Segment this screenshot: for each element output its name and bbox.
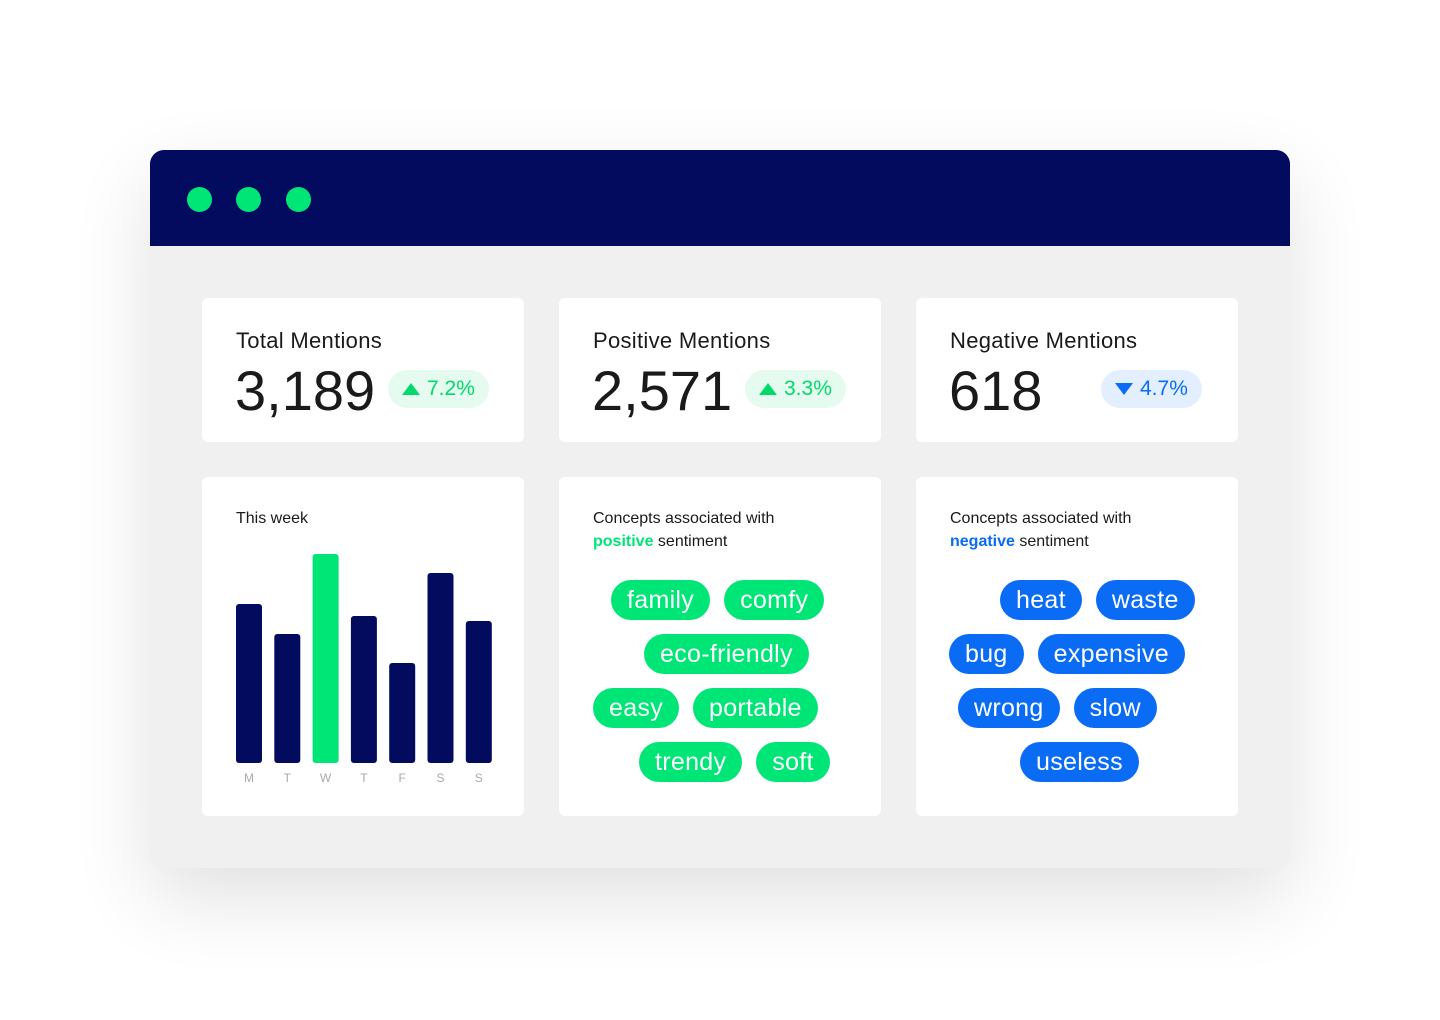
concept-row: heat waste <box>1000 580 1195 620</box>
concept-tag[interactable]: family <box>611 580 711 620</box>
positive-concepts-card: Concepts associated with positive sentime… <box>559 477 881 816</box>
change-badge: 7.2% <box>388 370 489 408</box>
title-prefix: Concepts associated with <box>593 510 775 527</box>
concept-tag[interactable]: eco-friendly <box>644 634 809 674</box>
window-dot-icon[interactable] <box>286 187 311 212</box>
positive-mentions-card: Positive Mentions 2,571 3.3% <box>559 298 881 442</box>
bar-6 <box>465 621 492 763</box>
arrow-up-icon <box>402 383 420 395</box>
stat-label: Total Mentions <box>236 328 383 353</box>
stat-value: 2,571 <box>592 359 733 422</box>
concept-tag[interactable]: trendy <box>639 742 743 782</box>
x-tick-label: S <box>436 771 444 785</box>
concept-row: easy portable <box>593 688 818 728</box>
total-mentions-card: Total Mentions 3,189 7.2% <box>202 298 524 442</box>
weekly-chart-card: This week M T W T F S S <box>202 477 524 816</box>
bar-5 <box>427 573 454 763</box>
window-dot-icon[interactable] <box>187 187 212 212</box>
x-tick-label: F <box>399 771 406 785</box>
concept-tag[interactable]: wrong <box>958 688 1060 728</box>
card-title: Concepts associated with negative sentime… <box>950 507 1131 553</box>
change-badge: 3.3% <box>745 370 846 408</box>
concept-row: family comfy <box>611 580 825 620</box>
concept-row: bug expensive <box>949 634 1185 674</box>
x-tick-label: M <box>244 771 254 785</box>
stat-value: 3,189 <box>235 359 376 422</box>
keyword: negative <box>950 533 1015 550</box>
concept-tag[interactable]: easy <box>593 688 680 728</box>
card-title: Concepts associated with positive sentime… <box>593 507 774 553</box>
change-badge: 4.7% <box>1101 370 1202 408</box>
bar-3 <box>350 616 377 763</box>
chart-title: This week <box>236 510 309 527</box>
concept-tag[interactable]: expensive <box>1037 634 1185 674</box>
change-value: 7.2% <box>427 377 475 400</box>
title-prefix: Concepts associated with <box>950 510 1132 527</box>
x-tick-label: T <box>284 771 292 785</box>
concept-tag[interactable]: waste <box>1095 580 1195 620</box>
stat-label: Positive Mentions <box>593 328 771 353</box>
stat-label: Negative Mentions <box>950 328 1138 353</box>
concept-tag[interactable]: slow <box>1073 688 1157 728</box>
concept-tag[interactable]: useless <box>1020 742 1139 782</box>
concept-row: wrong slow <box>958 688 1157 728</box>
arrow-up-icon <box>759 383 777 395</box>
concept-tag[interactable]: portable <box>693 688 818 728</box>
concept-row: trendy soft <box>639 742 830 782</box>
negative-mentions-card: Negative Mentions 618 4.7% <box>916 298 1238 442</box>
change-value: 3.3% <box>784 377 832 400</box>
change-value: 4.7% <box>1140 377 1188 400</box>
bar-0 <box>236 604 262 763</box>
concept-tag[interactable]: heat <box>1000 580 1082 620</box>
title-suffix: sentiment <box>1019 533 1089 550</box>
app-window: Total Mentions 3,189 7.2% Positive Menti… <box>150 150 1290 868</box>
concept-tag[interactable]: soft <box>756 742 830 782</box>
bar-2 <box>312 554 339 763</box>
keyword: positive <box>593 533 654 550</box>
bar-4 <box>389 663 416 763</box>
arrow-down-icon <box>1115 383 1133 395</box>
concept-row: useless <box>1020 742 1139 782</box>
title-suffix: sentiment <box>657 533 728 550</box>
stat-value: 618 <box>949 359 1043 422</box>
concept-row: eco-friendly <box>644 634 809 674</box>
title-bar <box>150 150 1290 246</box>
x-tick-label: W <box>320 771 332 785</box>
concept-tag[interactable]: bug <box>949 634 1024 674</box>
concept-tag[interactable]: comfy <box>724 580 825 620</box>
bar-1 <box>274 634 301 763</box>
x-tick-label: S <box>475 771 483 785</box>
window-dot-icon[interactable] <box>236 187 261 212</box>
negative-concepts-card: Concepts associated with negative sentime… <box>916 477 1238 816</box>
x-tick-label: T <box>360 771 368 785</box>
